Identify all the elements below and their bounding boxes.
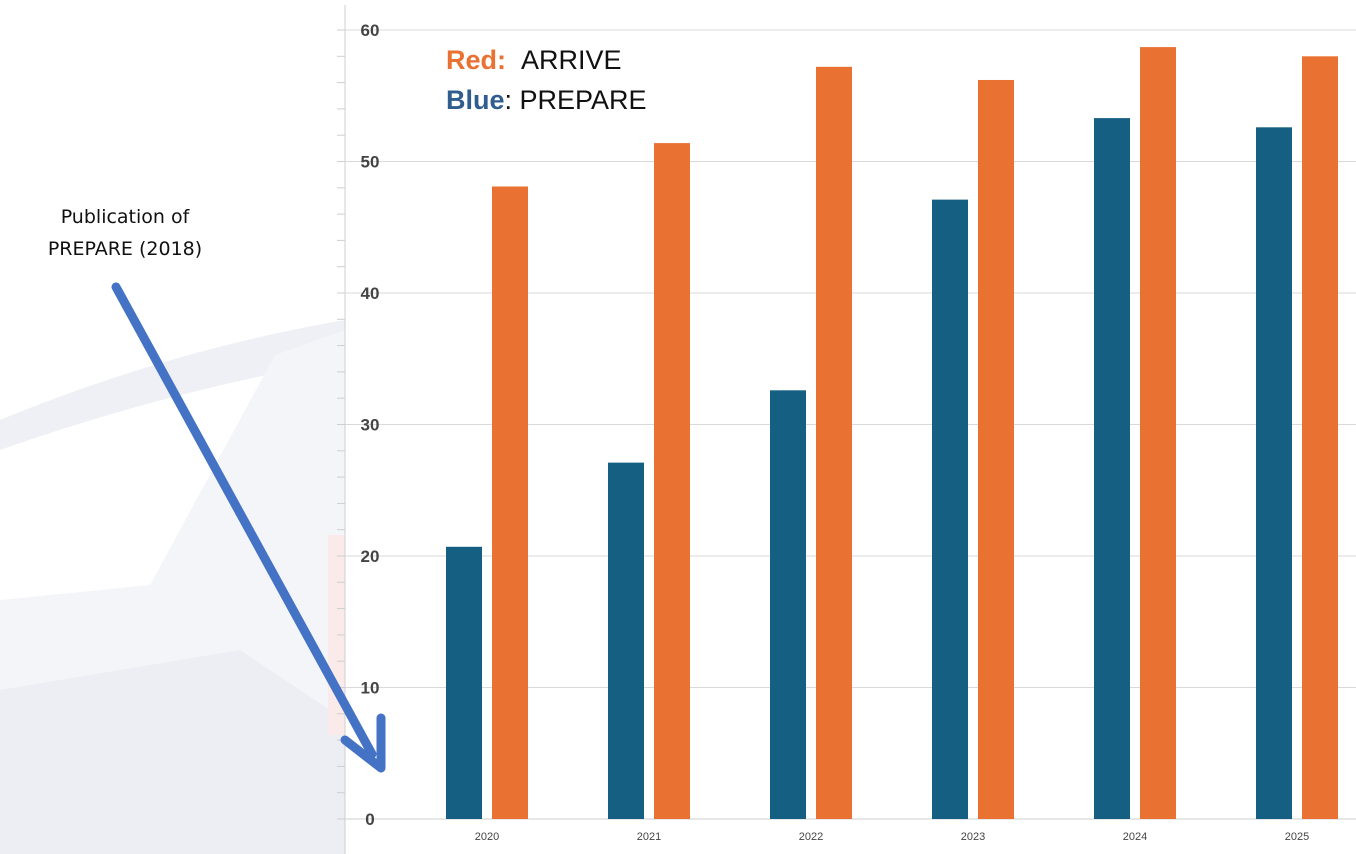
- y-tick-label: 50: [361, 153, 380, 172]
- bar-prepare-2023: [932, 199, 968, 819]
- y-tick-label: 0: [365, 810, 374, 829]
- legend-entry-arrive: Red: ARRIVE: [446, 40, 647, 80]
- bar-prepare-2021: [608, 462, 644, 819]
- bar-arrive-2023: [978, 79, 1014, 820]
- bar-arrive-2024: [1140, 47, 1176, 820]
- y-tick-label: 20: [361, 547, 380, 566]
- bar-arrive-2020: [492, 186, 528, 820]
- annotation-arrow: [111, 282, 386, 773]
- y-tick-label: 10: [361, 679, 380, 698]
- bar-arrive-2021: [654, 143, 690, 820]
- legend: Red: ARRIVE Blue: PREPARE: [446, 40, 647, 120]
- legend-key-prepare: Blue: [446, 85, 505, 115]
- bar-arrive-2022: [816, 66, 852, 819]
- x-tick-label: 2025: [1285, 831, 1309, 843]
- x-axis-labels: 2020 2021 2022 2023 2024 2025: [475, 831, 1309, 843]
- y-tick-label: 40: [361, 284, 380, 303]
- bar-prepare-2025: [1256, 127, 1292, 819]
- x-tick-label: 2021: [637, 831, 661, 843]
- x-tick-label: 2023: [961, 831, 985, 843]
- legend-key-arrive: Red:: [446, 45, 506, 75]
- bar-prepare-2024: [1094, 118, 1130, 820]
- x-tick-label: 2020: [475, 831, 499, 843]
- legend-label-prepare: : PREPARE: [504, 85, 647, 115]
- legend-label-arrive: ARRIVE: [521, 45, 622, 75]
- annotation-line-1: Publication of: [60, 206, 190, 228]
- annotation-text: Publication of PREPARE (2018): [0, 201, 250, 265]
- bar-prepare-2022: [770, 390, 806, 819]
- bars: [446, 47, 1338, 820]
- y-tick-label: 60: [361, 21, 380, 40]
- bar-prepare-2020: [446, 546, 482, 819]
- legend-entry-prepare: Blue: PREPARE: [446, 80, 647, 120]
- x-tick-label: 2024: [1123, 831, 1147, 843]
- arrow-shaft: [111, 282, 377, 759]
- bar-arrive-2025: [1302, 56, 1338, 820]
- arrow-head: [340, 713, 386, 773]
- x-tick-label: 2022: [799, 831, 823, 843]
- y-tick-label: 30: [361, 416, 380, 435]
- annotation-line-2: PREPARE (2018): [47, 238, 203, 260]
